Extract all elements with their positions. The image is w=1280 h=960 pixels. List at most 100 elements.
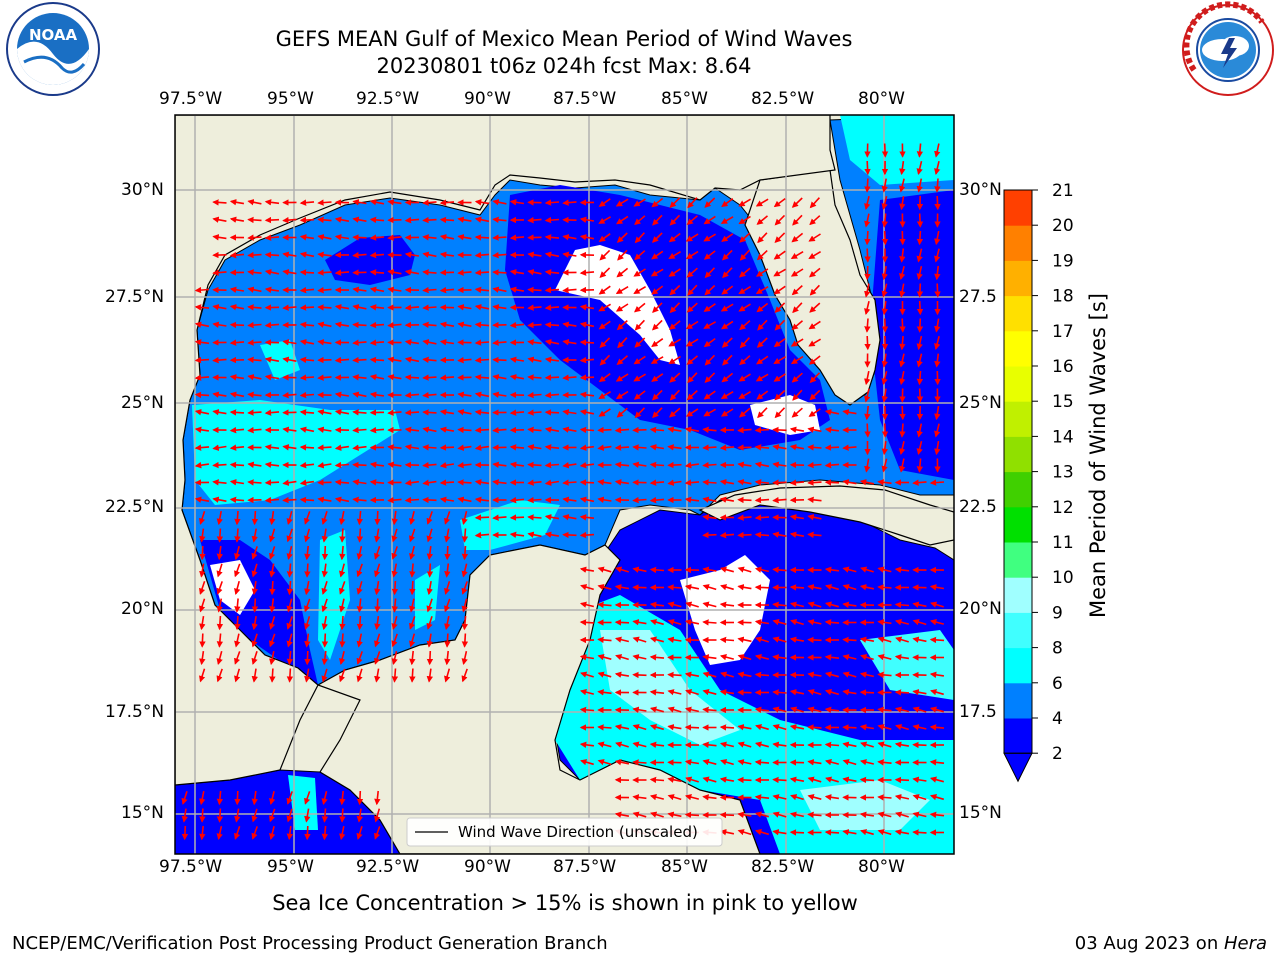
wave-direction-arrow-icon: [199, 825, 206, 841]
wave-direction-arrow-icon: [650, 268, 664, 277]
wave-direction-arrow-icon: [247, 234, 262, 241]
wave-direction-arrow-icon: [824, 759, 839, 766]
wave-direction-arrow-icon: [685, 233, 699, 242]
wave-direction-arrow-icon: [404, 356, 420, 363]
wave-direction-arrow-icon: [791, 197, 803, 208]
wave-direction-arrow-icon: [457, 216, 472, 223]
wave-direction-arrow-icon: [247, 199, 262, 206]
wave-direction-arrow-icon: [444, 598, 451, 613]
wave-direction-arrow-icon: [789, 479, 805, 486]
wave-direction-arrow-icon: [597, 444, 612, 451]
wave-direction-arrow-icon: [234, 808, 241, 823]
wave-direction-arrow-icon: [212, 216, 227, 223]
colorbar-segment: [1004, 401, 1032, 437]
wave-direction-arrow-icon: [461, 563, 468, 578]
wave-direction-arrow-icon: [859, 776, 875, 784]
lat-label-right: 27.5: [959, 287, 997, 307]
wave-direction-arrow-icon: [544, 286, 560, 294]
wave-direction-arrow-icon: [509, 444, 525, 451]
wave-direction-arrow-icon: [492, 269, 507, 276]
wave-direction-arrow-icon: [934, 405, 941, 421]
wave-direction-arrow-icon: [199, 528, 206, 543]
wave-direction-arrow-icon: [461, 598, 468, 613]
wave-direction-arrow-icon: [304, 668, 311, 683]
wave-direction-arrow-icon: [334, 304, 350, 311]
wave-direction-arrow-icon: [404, 304, 420, 311]
wave-direction-arrow-icon: [789, 829, 805, 836]
wave-direction-arrow-icon: [334, 356, 350, 364]
wave-direction-arrow-icon: [720, 584, 734, 591]
wave-direction-arrow-icon: [632, 444, 647, 451]
wave-direction-arrow-icon: [194, 304, 210, 311]
wave-direction-arrow-icon: [614, 461, 630, 469]
wave-direction-arrow-icon: [229, 216, 245, 223]
wave-direction-arrow-icon: [597, 759, 612, 766]
wave-direction-arrow-icon: [685, 320, 699, 330]
wave-direction-arrow-icon: [912, 706, 927, 713]
wave-direction-arrow-icon: [881, 301, 889, 316]
wave-direction-arrow-icon: [649, 461, 665, 469]
wave-direction-arrow-icon: [667, 461, 682, 469]
wave-direction-arrow-icon: [667, 794, 682, 801]
wave-direction-arrow-icon: [720, 671, 734, 678]
wave-direction-arrow-icon: [369, 356, 385, 364]
wave-direction-arrow-icon: [719, 636, 735, 644]
wave-direction-arrow-icon: [194, 339, 210, 346]
wave-direction-arrow-icon: [369, 426, 385, 434]
wave-direction-arrow-icon: [684, 759, 700, 766]
wave-direction-arrow-icon: [339, 790, 346, 806]
wave-direction-arrow-icon: [721, 320, 734, 330]
wave-direction-arrow-icon: [649, 741, 665, 749]
wave-direction-arrow-icon: [439, 251, 455, 258]
wave-direction-arrow-icon: [790, 338, 804, 347]
wave-direction-arrow-icon: [703, 408, 716, 417]
wave-direction-arrow-icon: [356, 615, 364, 631]
wave-direction-arrow-icon: [404, 269, 420, 276]
wave-direction-arrow-icon: [669, 302, 681, 314]
wave-direction-arrow-icon: [580, 584, 594, 591]
wave-direction-arrow-icon: [792, 214, 803, 226]
wave-direction-arrow-icon: [422, 339, 437, 346]
wave-direction-arrow-icon: [334, 391, 350, 398]
wave-direction-arrow-icon: [755, 373, 769, 382]
wave-direction-arrow-icon: [807, 619, 822, 626]
wave-direction-arrow-icon: [916, 266, 923, 281]
wave-direction-arrow-icon: [899, 160, 906, 176]
wave-direction-arrow-icon: [374, 808, 381, 823]
wave-direction-arrow-icon: [317, 462, 332, 469]
wave-direction-arrow-icon: [492, 216, 507, 224]
wave-direction-arrow-icon: [860, 829, 874, 836]
wave-direction-arrow-icon: [492, 199, 507, 206]
wave-direction-arrow-icon: [842, 776, 857, 783]
wave-direction-arrow-icon: [651, 285, 664, 295]
wave-direction-arrow-icon: [422, 269, 437, 276]
wave-direction-arrow-icon: [634, 215, 646, 226]
wave-direction-arrow-icon: [334, 269, 350, 276]
wave-direction-arrow-icon: [269, 616, 276, 630]
wave-direction-arrow-icon: [457, 356, 472, 364]
wave-direction-arrow-icon: [703, 233, 717, 242]
wave-direction-arrow-icon: [579, 496, 595, 503]
wave-direction-arrow-icon: [916, 441, 923, 456]
wave-direction-arrow-icon: [808, 251, 822, 259]
wave-direction-arrow-icon: [439, 339, 455, 346]
wave-direction-arrow-icon: [234, 510, 241, 526]
wave-direction-arrow-icon: [409, 616, 416, 630]
wave-direction-arrow-icon: [352, 461, 367, 469]
wave-direction-arrow-icon: [864, 301, 871, 316]
wave-direction-arrow-icon: [321, 545, 329, 561]
wave-direction-arrow-icon: [404, 496, 420, 504]
wave-direction-arrow-icon: [616, 215, 629, 225]
wave-direction-arrow-icon: [286, 598, 293, 613]
wave-direction-arrow-icon: [881, 353, 888, 368]
wave-direction-arrow-icon: [929, 794, 945, 801]
wave-direction-arrow-icon: [791, 285, 803, 296]
wave-direction-arrow-icon: [632, 426, 647, 434]
wave-direction-arrow-icon: [916, 388, 924, 403]
wave-direction-arrow-icon: [895, 811, 909, 818]
wave-direction-arrow-icon: [562, 199, 577, 206]
wave-direction-arrow-icon: [651, 389, 663, 401]
colorbar-segment: [1004, 225, 1032, 261]
wave-direction-arrow-icon: [457, 409, 472, 416]
wave-direction-arrow-icon: [422, 321, 437, 329]
